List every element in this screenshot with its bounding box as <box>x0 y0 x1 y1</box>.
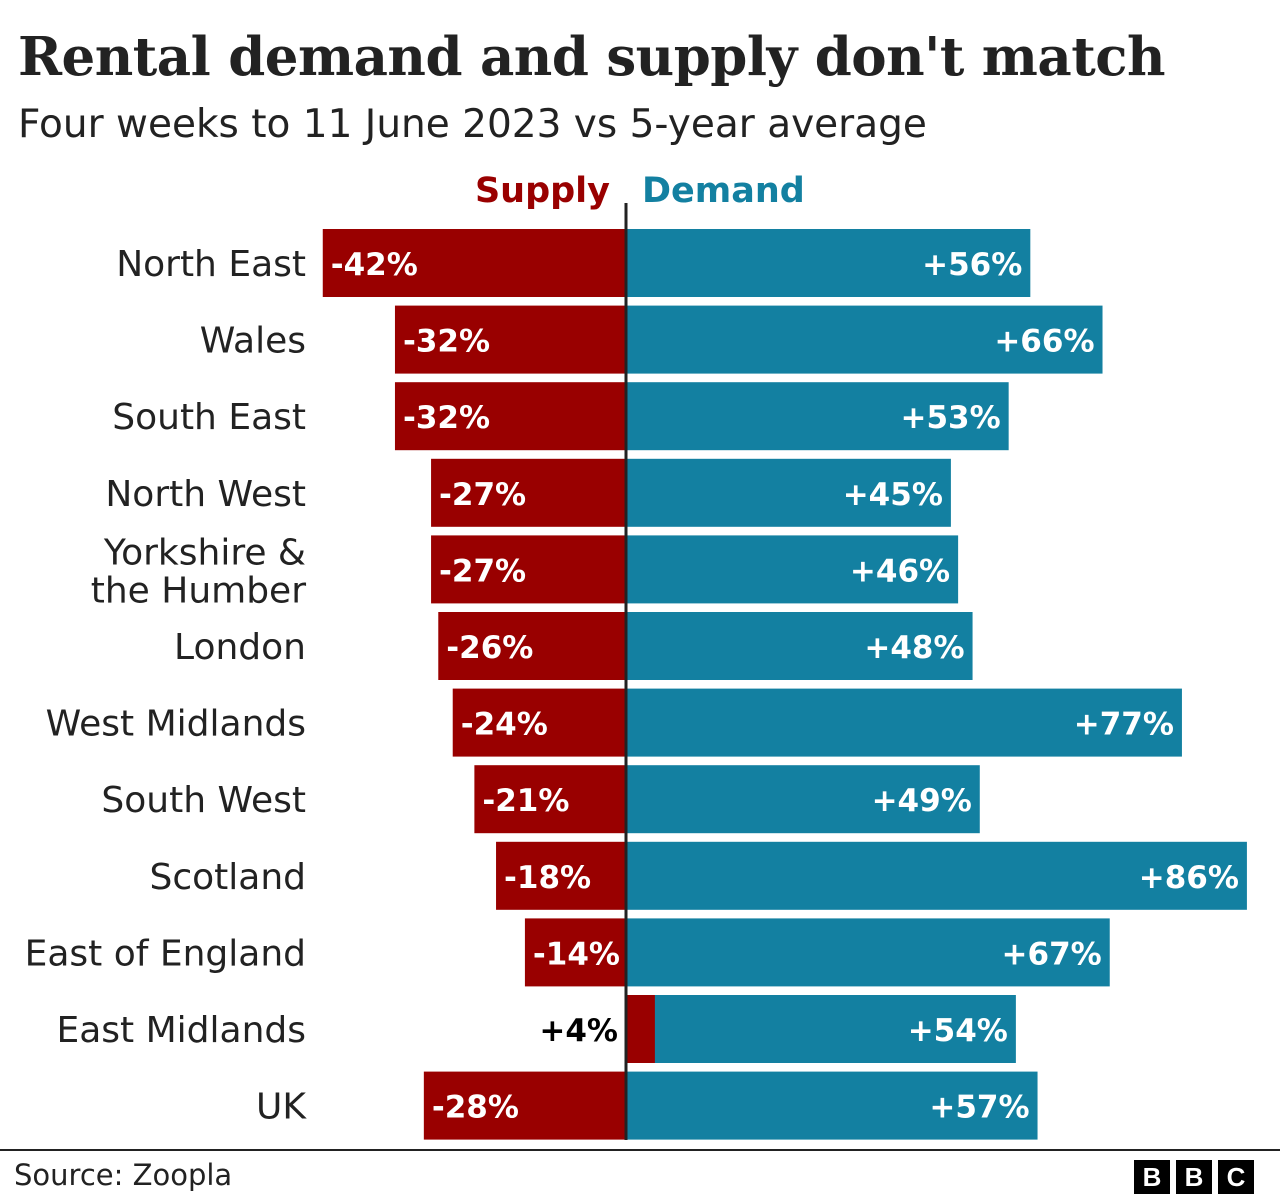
demand-bar <box>626 305 1103 374</box>
chart-title: Rental demand and supply don't match <box>18 26 1166 88</box>
demand-bar <box>626 535 959 604</box>
demand-value-label: +45% <box>843 477 943 513</box>
demand-bar <box>626 995 1016 1063</box>
supply-bar <box>474 765 626 834</box>
demand-value-label: +57% <box>929 1090 1029 1126</box>
category-label: London <box>174 627 306 668</box>
demand-value-label: +46% <box>850 553 950 589</box>
category-label: Scotland <box>149 857 306 898</box>
demand-bar <box>626 612 973 680</box>
legend-supply: Supply <box>475 171 610 211</box>
demand-bar <box>626 382 1009 451</box>
supply-value-label: +4% <box>539 1013 618 1049</box>
category-label: North West <box>105 474 306 515</box>
category-label: Yorkshire & the Humber <box>91 532 306 611</box>
chart: Supply Demand +56% -42% North East +66% -32% Wa… <box>25 171 1247 1140</box>
demand-value-label: +49% <box>872 783 972 819</box>
source-note: Source: Zoopla <box>14 1158 233 1192</box>
supply-bar <box>438 612 626 680</box>
supply-value-label: -21% <box>482 783 569 819</box>
demand-value-label: +67% <box>1002 936 1102 972</box>
demand-bar <box>626 458 951 527</box>
demand-value-label: +56% <box>922 247 1022 283</box>
supply-bar <box>452 688 626 757</box>
supply-value-label: -27% <box>439 553 526 589</box>
demand-bar <box>626 688 1182 757</box>
demand-bar <box>626 1071 1038 1140</box>
category-label: UK <box>256 1087 307 1128</box>
supply-bar <box>394 382 626 451</box>
supply-bar <box>322 229 626 297</box>
category-label: South East <box>112 397 306 438</box>
category-label: East of England <box>25 933 306 974</box>
footer-divider <box>0 1149 1280 1151</box>
supply-bar <box>524 918 626 987</box>
category-label: South West <box>101 780 306 821</box>
demand-value-label: +86% <box>1139 860 1239 896</box>
supply-value-label: -26% <box>446 630 533 666</box>
supply-value-label: -32% <box>403 400 490 436</box>
supply-value-label: -18% <box>504 860 591 896</box>
category-label: North East <box>116 244 306 285</box>
supply-value-label: -27% <box>439 477 526 513</box>
demand-bar <box>626 229 1031 297</box>
legend-demand: Demand <box>642 171 805 211</box>
supply-bar <box>431 458 626 527</box>
supply-bar <box>394 305 626 374</box>
demand-bar <box>626 918 1110 987</box>
supply-value-label: -14% <box>533 936 620 972</box>
supply-bar <box>431 535 626 604</box>
demand-value-label: +48% <box>864 630 964 666</box>
demand-value-label: +66% <box>994 324 1094 360</box>
demand-bar <box>626 765 980 834</box>
chart-subtitle: Four weeks to 11 June 2023 vs 5-year ave… <box>18 102 927 147</box>
supply-bar <box>423 1071 626 1140</box>
supply-value-label: -42% <box>331 247 418 283</box>
supply-value-label: -32% <box>403 324 490 360</box>
supply-bar <box>496 841 626 910</box>
supply-bar <box>626 995 655 1063</box>
category-label: East Midlands <box>56 1010 306 1051</box>
demand-value-label: +54% <box>908 1013 1008 1049</box>
demand-bar <box>626 841 1247 910</box>
supply-value-label: -24% <box>461 707 548 743</box>
category-label: West Midlands <box>46 704 306 745</box>
category-label: Wales <box>200 321 306 362</box>
demand-value-label: +77% <box>1074 707 1174 743</box>
demand-value-label: +53% <box>900 400 1000 436</box>
supply-value-label: -28% <box>432 1090 519 1126</box>
